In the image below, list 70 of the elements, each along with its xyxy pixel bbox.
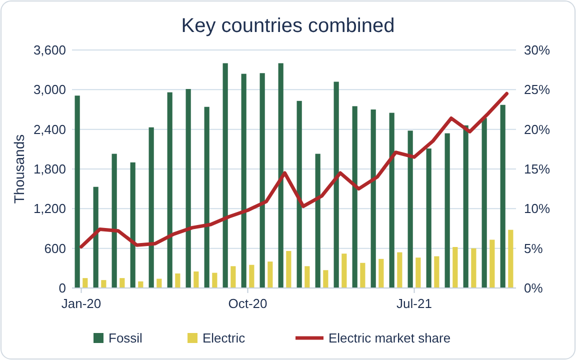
bar	[463, 125, 468, 288]
bar	[175, 273, 180, 288]
bar	[397, 252, 402, 288]
bar	[389, 112, 394, 288]
bar	[130, 162, 136, 288]
y-tick-label: 600	[44, 240, 66, 256]
bar	[156, 278, 162, 288]
bar	[378, 258, 384, 288]
bar	[352, 106, 358, 288]
y2-tick-label: 5%	[524, 240, 544, 256]
bar	[434, 256, 440, 288]
bar	[204, 106, 210, 288]
bar	[370, 110, 376, 288]
y-axis-title: Thousands	[11, 134, 27, 204]
bar	[212, 272, 218, 288]
bar	[444, 133, 450, 288]
y-tick-label: 3,000	[33, 82, 66, 98]
bar	[408, 130, 413, 288]
y-tick-label: 1,200	[33, 201, 66, 216]
bar	[286, 250, 292, 288]
bar	[268, 262, 273, 288]
bar	[74, 96, 80, 288]
line-series	[80, 92, 508, 248]
bar	[278, 63, 284, 288]
bar	[416, 258, 421, 288]
bar	[222, 63, 228, 288]
bar	[452, 247, 458, 288]
y2-tick-label: 10%	[524, 201, 550, 216]
x-tick-label: Jan-20	[61, 296, 102, 311]
x-tick-label: Jul-21	[396, 296, 432, 311]
bar	[249, 264, 254, 288]
bar	[148, 127, 154, 288]
bar	[167, 92, 172, 288]
bar	[241, 74, 246, 288]
bar	[304, 266, 310, 288]
bar	[315, 154, 320, 288]
bar	[360, 262, 366, 288]
y-tick-label: 3,600	[33, 42, 66, 58]
legend-label: Fossil	[108, 330, 143, 346]
y-tick-label: 0	[58, 280, 66, 296]
bar	[260, 73, 265, 288]
y2-tick-label: 25%	[524, 82, 550, 98]
bar	[482, 118, 487, 288]
legend-label: Electric	[202, 330, 246, 346]
chart-title: Key countries combined	[181, 15, 395, 37]
bar	[112, 154, 117, 288]
y-tick-label: 2,400	[33, 122, 66, 137]
x-tick-label: Oct-20	[228, 296, 268, 311]
y2-tick-label: 30%	[524, 42, 550, 58]
bar	[194, 271, 199, 288]
bar	[500, 104, 506, 288]
legend-label: Electric market share	[328, 330, 451, 346]
bar	[101, 280, 106, 288]
bar	[508, 230, 514, 288]
bar	[334, 82, 339, 288]
bar	[186, 89, 191, 288]
y2-tick-label: 0%	[524, 280, 544, 296]
y2-tick-label: 15%	[524, 162, 550, 177]
bar	[230, 266, 236, 288]
y2-tick-label: 20%	[524, 122, 550, 137]
bar	[342, 254, 347, 288]
y-tick-label: 1,800	[33, 162, 66, 177]
bar	[93, 186, 98, 288]
bar	[471, 248, 476, 288]
bar	[323, 270, 328, 288]
bar	[426, 148, 432, 288]
bar	[82, 278, 88, 288]
bar	[490, 240, 495, 288]
bar	[120, 278, 125, 288]
bar	[296, 100, 302, 288]
